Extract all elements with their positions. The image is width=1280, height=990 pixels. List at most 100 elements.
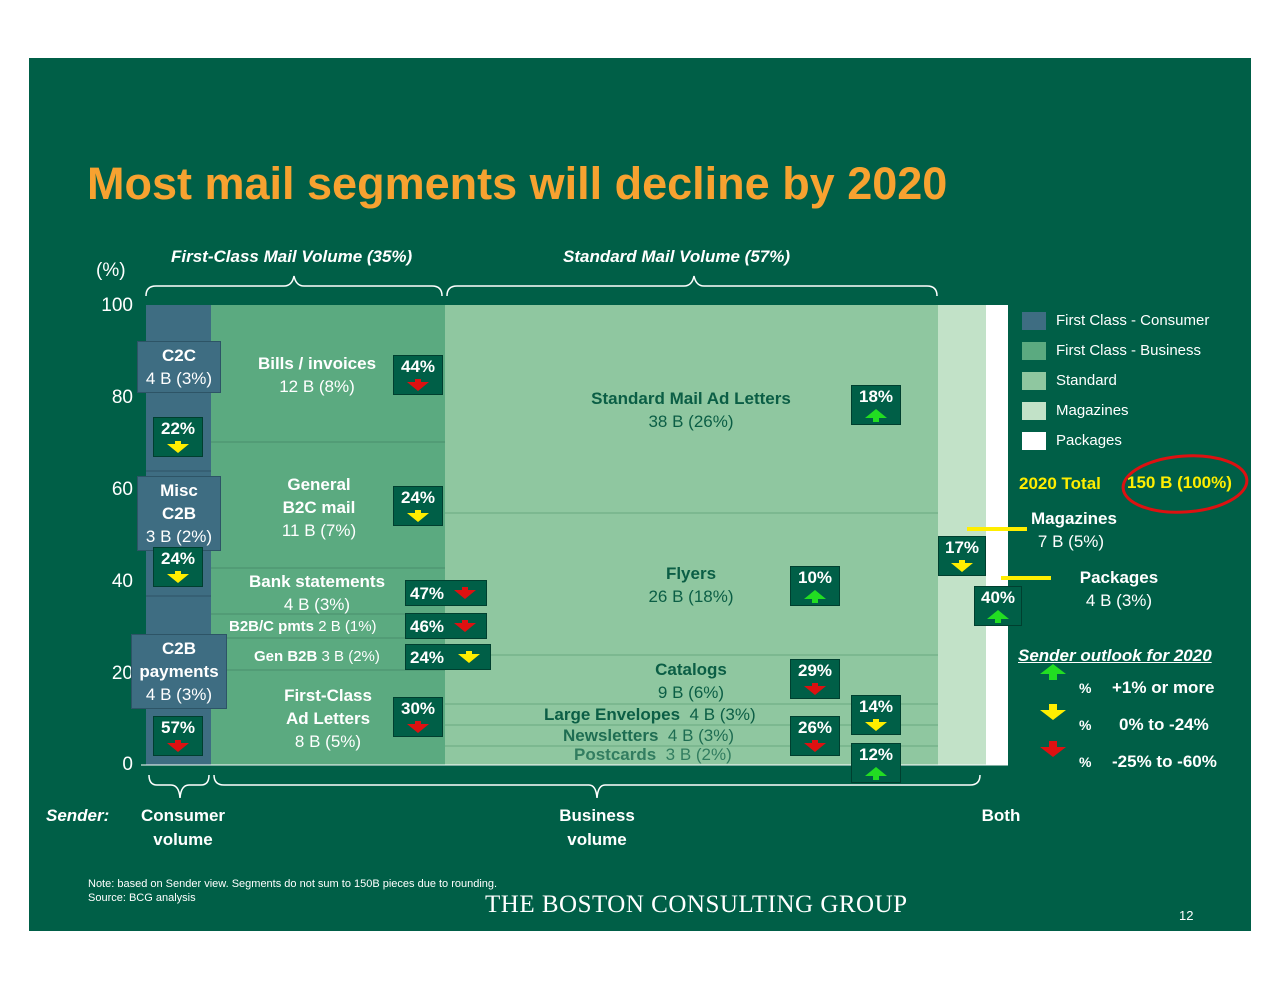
seg-b2bc-vol: 2 B (1%) [318, 618, 377, 635]
legend-swatch-packages [1022, 432, 1046, 450]
outlook-symbol-3: % [1079, 754, 1092, 770]
seg-c2b-payments-name1: C2B [161, 639, 196, 658]
footnote-source: Source: BCG analysis [88, 892, 196, 904]
seg-c2c: C2C 4 B (3%) [137, 341, 221, 393]
yellow-down-arrow-icon [407, 510, 429, 522]
badge-c2c-pct: 22% [160, 419, 196, 438]
consumer-brace [148, 774, 210, 799]
total-highlight-circle [1121, 454, 1249, 514]
badge-catalogs-pct: 29% [797, 661, 833, 680]
business-brace [213, 774, 981, 799]
seg-bills-vol: 12 B (8%) [279, 377, 355, 396]
y-tick-0: 0 [122, 754, 133, 775]
seg-bills-name: Bills / invoices [257, 354, 377, 373]
badge-magazines: 17% [938, 536, 986, 576]
outlook-yellow-down-arrow-icon [1040, 704, 1066, 720]
seg-general-b2c-vol: 11 B (7%) [281, 521, 357, 540]
total-value: 150 B (100%) [1127, 473, 1232, 492]
badge-general-b2c: 24% [393, 486, 443, 526]
standard-volume-label: Standard Mail Volume (57%) [563, 247, 791, 266]
red-down-arrow-icon [804, 683, 826, 695]
seg-bills: Bills / invoices 12 B (8%) [241, 352, 393, 398]
seg-b2bc-pmts: B2B/C pmts 2 B (1%) [229, 618, 377, 635]
badge-bills: 44% [393, 355, 443, 395]
seg-fc-ad-vol: 8 B (5%) [294, 732, 362, 751]
badge-b2bc-pct: 46% [410, 617, 445, 636]
outlook-label-mid: 0% to -24% [1119, 715, 1209, 734]
y-axis-unit: (%) [96, 260, 126, 281]
red-down-arrow-icon [454, 620, 476, 632]
seg-fc-ad-name2: Ad Letters [285, 709, 371, 728]
seg-postcards-vol: 3 B (2%) [665, 745, 732, 764]
badge-general-b2c-pct: 24% [400, 488, 436, 507]
seg-gen-b2b: Gen B2B 3 B (2%) [254, 648, 380, 665]
seg-flyers-vol: 26 B (18%) [648, 587, 734, 606]
green-up-arrow-icon [987, 610, 1009, 623]
outlook-label-up: +1% or more [1112, 678, 1215, 697]
seg-general-b2c-name2: B2C mail [282, 498, 356, 517]
seg-catalogs-name: Catalogs [655, 660, 727, 679]
seg-large-envelopes: Large Envelopes 4 B (3%) [544, 705, 756, 725]
seg-postcards: Postcards 3 B (2%) [574, 745, 732, 765]
page-number: 12 [1179, 908, 1194, 923]
y-tick-60: 60 [111, 479, 133, 500]
outlook-red-down-arrow-icon [1040, 741, 1066, 757]
badge-c2b-payments: 57% [153, 716, 203, 756]
seg-c2b-payments: C2B payments 4 B (3%) [131, 634, 227, 709]
yellow-down-arrow-icon [167, 441, 189, 453]
legend-swatch-consumer [1022, 312, 1046, 330]
outlook-label-down: -25% to -60% [1112, 752, 1217, 771]
y-tick-20: 20 [111, 663, 133, 684]
legend-consumer: First Class - Consumer [1056, 312, 1210, 329]
badge-postcards-pct: 12% [858, 745, 894, 764]
badge-large-envelopes: 14% [851, 695, 901, 735]
badge-newsletters-pct: 26% [797, 718, 833, 737]
seg-c2b-payments-name2: payments [139, 662, 219, 681]
seg-general-b2c-name1: General [287, 475, 351, 494]
outlook-symbol-2: % [1079, 717, 1092, 733]
seg-general-b2c: General B2C mail 11 B (7%) [254, 473, 384, 542]
seg-fc-ad-name1: First-Class [284, 686, 372, 705]
seg-b2bc-name: B2B/C pmts [229, 618, 315, 635]
business-volume-line1: Business [559, 806, 635, 825]
badge-bank: 47% [405, 580, 487, 606]
seg-misc-c2b-name1: Misc [160, 481, 198, 500]
red-down-arrow-icon [454, 587, 476, 599]
seg-postcards-name: Postcards [574, 745, 657, 764]
magazines-side-label: Magazines 7 B (5%) [1031, 507, 1117, 553]
badge-c2c: 22% [153, 417, 203, 457]
consumer-volume-line1: Consumer [140, 806, 226, 825]
badge-packages: 40% [974, 586, 1022, 626]
badge-std-ad: 18% [851, 385, 901, 425]
seg-large-env-name: Large Envelopes [544, 705, 681, 724]
badge-b2bc: 46% [405, 613, 487, 639]
seg-c2c-name: C2C [161, 346, 196, 365]
seg-flyers-name: Flyers [665, 564, 717, 583]
seg-large-env-vol: 4 B (3%) [689, 705, 756, 724]
legend-standard: Standard [1056, 372, 1117, 389]
badge-bills-pct: 44% [400, 357, 436, 376]
yellow-down-arrow-icon [167, 571, 189, 583]
sender-label: Sender: [46, 806, 110, 825]
badge-misc-c2b-pct: 24% [160, 549, 196, 568]
slide-title: Most mail segments will decline by 2020 [87, 158, 948, 209]
red-down-arrow-icon [407, 721, 429, 733]
yellow-down-arrow-icon [458, 651, 480, 663]
first-class-volume-label: First-Class Mail Volume (35%) [171, 247, 413, 266]
seg-std-ad-letters: Standard Mail Ad Letters 38 B (26%) [553, 387, 829, 433]
badge-c2b-payments-pct: 57% [160, 718, 196, 737]
seg-bank-name: Bank statements [248, 572, 386, 591]
seg-std-ad-vol: 38 B (26%) [648, 412, 734, 431]
standard-brace [446, 275, 938, 297]
footnote-note: Note: based on Sender view. Segments do … [88, 878, 498, 890]
badge-bank-pct: 47% [410, 584, 445, 603]
green-up-arrow-icon [804, 590, 826, 603]
seg-misc-c2b: Misc C2B 3 B (2%) [137, 476, 221, 551]
outlook-title: Sender outlook for 2020 [1018, 646, 1212, 665]
badge-flyers-pct: 10% [797, 568, 833, 587]
packages-side-label: Packages 4 B (3%) [1073, 566, 1165, 612]
seg-gen-b2b-vol: 3 B (2%) [321, 648, 380, 665]
column-standard [445, 305, 938, 765]
seg-fc-ad-letters: First-Class Ad Letters 8 B (5%) [263, 684, 393, 753]
yellow-down-arrow-icon [865, 719, 887, 731]
